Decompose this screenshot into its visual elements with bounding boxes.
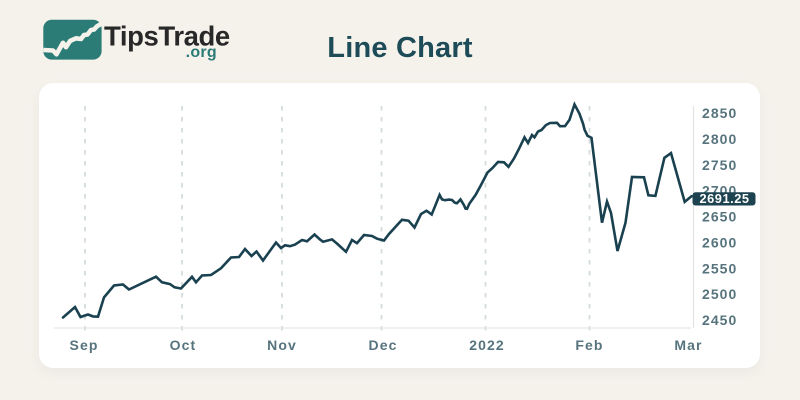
svg-text:2550: 2550: [702, 260, 737, 276]
svg-text:2650: 2650: [702, 209, 737, 225]
svg-text:Mar: Mar: [674, 337, 702, 353]
svg-text:2500: 2500: [702, 286, 737, 302]
svg-text:2850: 2850: [702, 105, 737, 121]
svg-text:Nov: Nov: [267, 337, 297, 353]
svg-text:2450: 2450: [702, 312, 737, 328]
svg-text:Dec: Dec: [369, 337, 398, 353]
svg-text:Line Chart: Line Chart: [327, 32, 473, 64]
svg-text:2600: 2600: [702, 234, 737, 250]
svg-text:2750: 2750: [702, 157, 737, 173]
svg-text:Sep: Sep: [70, 337, 99, 353]
svg-text:Feb: Feb: [575, 337, 603, 353]
svg-text:Oct: Oct: [170, 337, 197, 353]
svg-text:.org: .org: [186, 44, 217, 61]
svg-text:2691.25: 2691.25: [699, 191, 749, 206]
svg-text:TipsTrade: TipsTrade: [104, 21, 230, 52]
svg-text:2022: 2022: [469, 337, 505, 353]
svg-text:2800: 2800: [702, 131, 737, 147]
